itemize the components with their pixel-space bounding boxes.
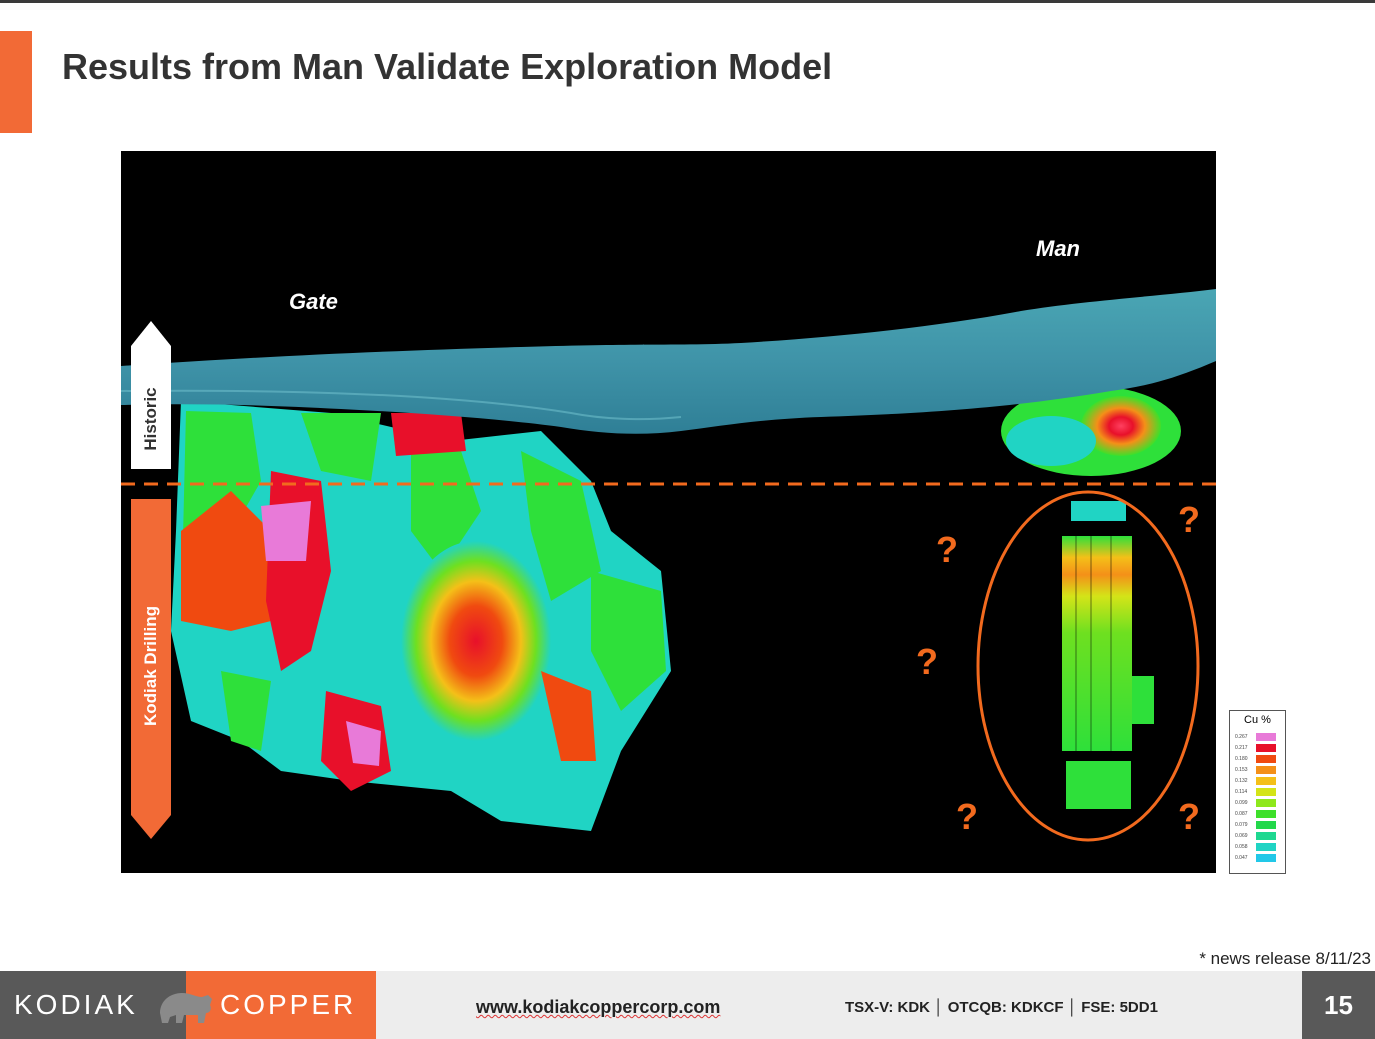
legend-swatch <box>1256 733 1276 741</box>
legend-row: 0.047 <box>1235 854 1283 862</box>
man-label: Man <box>1036 236 1080 261</box>
historic-arrow <box>131 321 171 469</box>
legend-row: 0.180 <box>1235 755 1283 763</box>
kodiak-drilling-label: Kodiak Drilling <box>141 606 160 726</box>
legend-row: 0.114 <box>1235 788 1283 796</box>
model-render <box>121 289 1216 842</box>
top-rule <box>0 0 1375 3</box>
legend-row: 0.153 <box>1235 766 1283 774</box>
question-mark: ? <box>916 641 938 682</box>
footnote: * news release 8/11/23 <box>1199 949 1371 968</box>
legend-swatch <box>1256 766 1276 774</box>
model-figure: Gate Man ? ? ? ? ? Historic Kodiak Drill… <box>121 151 1216 873</box>
legend-row: 0.087 <box>1235 810 1283 818</box>
logo-left-panel <box>0 971 186 1039</box>
legend-value: 0.047 <box>1235 855 1248 861</box>
legend-row: 0.099 <box>1235 799 1283 807</box>
question-mark: ? <box>956 796 978 837</box>
logo-right-panel <box>186 971 376 1039</box>
bear-logo-icon <box>160 993 212 1023</box>
legend-value: 0.217 <box>1235 745 1248 751</box>
question-mark: ? <box>936 529 958 570</box>
stock-tickers: TSX-V: KDK │ OTCQB: KDKCF │ FSE: 5DD1 <box>845 999 1158 1016</box>
legend-swatch <box>1256 777 1276 785</box>
legend-value: 0.132 <box>1235 778 1248 784</box>
legend-value: 0.153 <box>1235 767 1248 773</box>
legend-value: 0.267 <box>1235 734 1248 740</box>
cu-legend: Cu % 0.267 0.217 0.180 0.153 0.132 0.114 0.099… <box>1229 710 1286 874</box>
logo-copper-text: COPPER <box>220 989 357 1020</box>
legend-value: 0.087 <box>1235 811 1248 817</box>
legend-value: 0.180 <box>1235 756 1248 762</box>
legend-swatch <box>1256 821 1276 829</box>
legend-value: 0.079 <box>1235 822 1248 828</box>
legend-value: 0.069 <box>1235 833 1248 839</box>
legend-row: 0.267 <box>1235 733 1283 741</box>
legend-swatch <box>1256 843 1276 851</box>
legend-row: 0.217 <box>1235 744 1283 752</box>
logo-kodiak-text: KODIAK <box>14 989 138 1020</box>
kodiak-drilling-arrow <box>131 499 171 839</box>
legend-row: 0.069 <box>1235 832 1283 840</box>
legend-swatch <box>1256 788 1276 796</box>
legend-row: 0.058 <box>1235 843 1283 851</box>
gate-label: Gate <box>289 289 338 314</box>
legend-row: 0.079 <box>1235 821 1283 829</box>
historic-label: Historic <box>141 387 160 451</box>
question-mark: ? <box>1178 499 1200 540</box>
website-link[interactable]: www.kodiakcoppercorp.com <box>476 997 721 1017</box>
legend-swatch <box>1256 755 1276 763</box>
legend-title: Cu % <box>1244 714 1271 726</box>
legend-value: 0.099 <box>1235 800 1248 806</box>
page-title: Results from Man Validate Exploration Mo… <box>62 46 833 87</box>
legend-swatch <box>1256 810 1276 818</box>
legend-swatch <box>1256 799 1276 807</box>
surface-layer <box>121 289 1216 434</box>
man-core-column <box>1062 536 1132 751</box>
question-mark: ? <box>1178 796 1200 837</box>
legend-swatch <box>1256 744 1276 752</box>
legend-swatch <box>1256 832 1276 840</box>
legend-value: 0.114 <box>1235 789 1248 795</box>
legend-value: 0.058 <box>1235 844 1248 850</box>
title-accent-bar <box>0 31 32 133</box>
man-outline-ellipse <box>976 490 1200 842</box>
legend-row: 0.132 <box>1235 777 1283 785</box>
legend-swatch <box>1256 854 1276 862</box>
page-number: 15 <box>1302 971 1375 1039</box>
